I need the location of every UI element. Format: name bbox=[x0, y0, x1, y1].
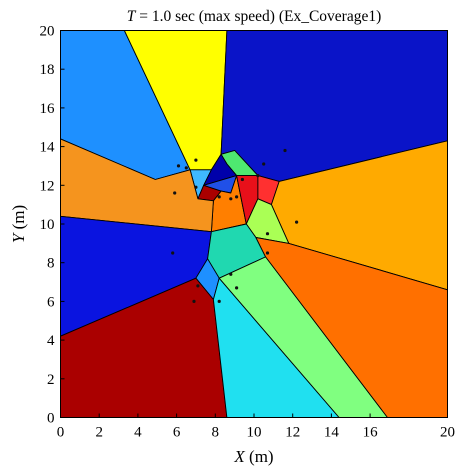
chart-title-variable: T bbox=[127, 8, 137, 25]
agent-point-12 bbox=[217, 195, 221, 199]
y-tick-label: 8 bbox=[47, 256, 55, 272]
agent-point-17 bbox=[229, 272, 233, 276]
agent-point-1 bbox=[194, 158, 198, 162]
y-tick-label: 20 bbox=[40, 24, 55, 40]
x-axis-label-variable: X bbox=[233, 447, 245, 466]
agent-point-10 bbox=[256, 174, 260, 178]
y-tick-label: 16 bbox=[40, 101, 56, 117]
y-tick-label: 14 bbox=[40, 140, 56, 156]
x-tick-label: 2 bbox=[95, 425, 103, 441]
agent-point-6 bbox=[240, 177, 244, 182]
x-axis-label-unit: (m) bbox=[245, 447, 274, 466]
x-axis-label: X (m) bbox=[233, 447, 273, 466]
agent-point-21 bbox=[217, 299, 221, 303]
agent-point-19 bbox=[196, 284, 200, 288]
voronoi-cell-6 bbox=[203, 153, 238, 186]
y-axis-label-unit: (m) bbox=[9, 205, 28, 234]
agent-point-8 bbox=[229, 197, 233, 201]
y-tick-label: 10 bbox=[40, 217, 55, 233]
y-tick-label: 4 bbox=[47, 333, 55, 349]
agent-point-4 bbox=[194, 185, 198, 189]
agent-point-9 bbox=[262, 162, 266, 166]
agent-point-14 bbox=[265, 232, 270, 236]
plot-area bbox=[60, 30, 448, 418]
agent-point-15 bbox=[265, 251, 270, 255]
x-tick-label: 10 bbox=[247, 425, 262, 441]
agent-markers bbox=[171, 148, 299, 303]
x-tick-label: 20 bbox=[440, 425, 455, 441]
x-tick-label: 0 bbox=[57, 425, 65, 441]
agent-point-11 bbox=[283, 148, 287, 153]
agent-point-7 bbox=[235, 195, 239, 199]
agent-point-20 bbox=[192, 299, 196, 303]
x-axis-ticks: 0 2 4 6 8 10 12 14 16 20 bbox=[57, 413, 455, 441]
y-axis-ticks: 0 2 4 6 8 10 12 14 16 18 20 bbox=[40, 24, 65, 427]
agent-point-13 bbox=[295, 220, 299, 224]
x-tick-label: 16 bbox=[363, 425, 379, 441]
agent-point-3 bbox=[184, 166, 188, 170]
y-tick-label: 0 bbox=[47, 411, 55, 427]
x-tick-label: 6 bbox=[173, 425, 181, 441]
agent-point-5 bbox=[173, 191, 177, 195]
y-tick-label: 12 bbox=[40, 178, 55, 194]
agent-point-18 bbox=[235, 286, 239, 290]
x-tick-label: 8 bbox=[212, 425, 220, 441]
y-tick-label: 2 bbox=[47, 372, 55, 388]
y-axis-label: Y (m) bbox=[9, 205, 28, 243]
agent-point-16 bbox=[171, 251, 175, 255]
agent-point-2 bbox=[176, 164, 181, 168]
x-tick-label: 14 bbox=[324, 425, 340, 441]
x-tick-label: 4 bbox=[134, 425, 142, 441]
y-axis-label-variable: Y bbox=[9, 232, 28, 243]
chart-title: T = 1.0 sec (max speed) (Ex_Coverage1) bbox=[127, 8, 382, 25]
x-tick-label: 12 bbox=[285, 425, 300, 441]
y-tick-label: 18 bbox=[40, 62, 55, 78]
y-tick-label: 6 bbox=[47, 294, 55, 310]
chart-title-text: = 1.0 sec (max speed) (Ex_Coverage1) bbox=[135, 8, 381, 25]
